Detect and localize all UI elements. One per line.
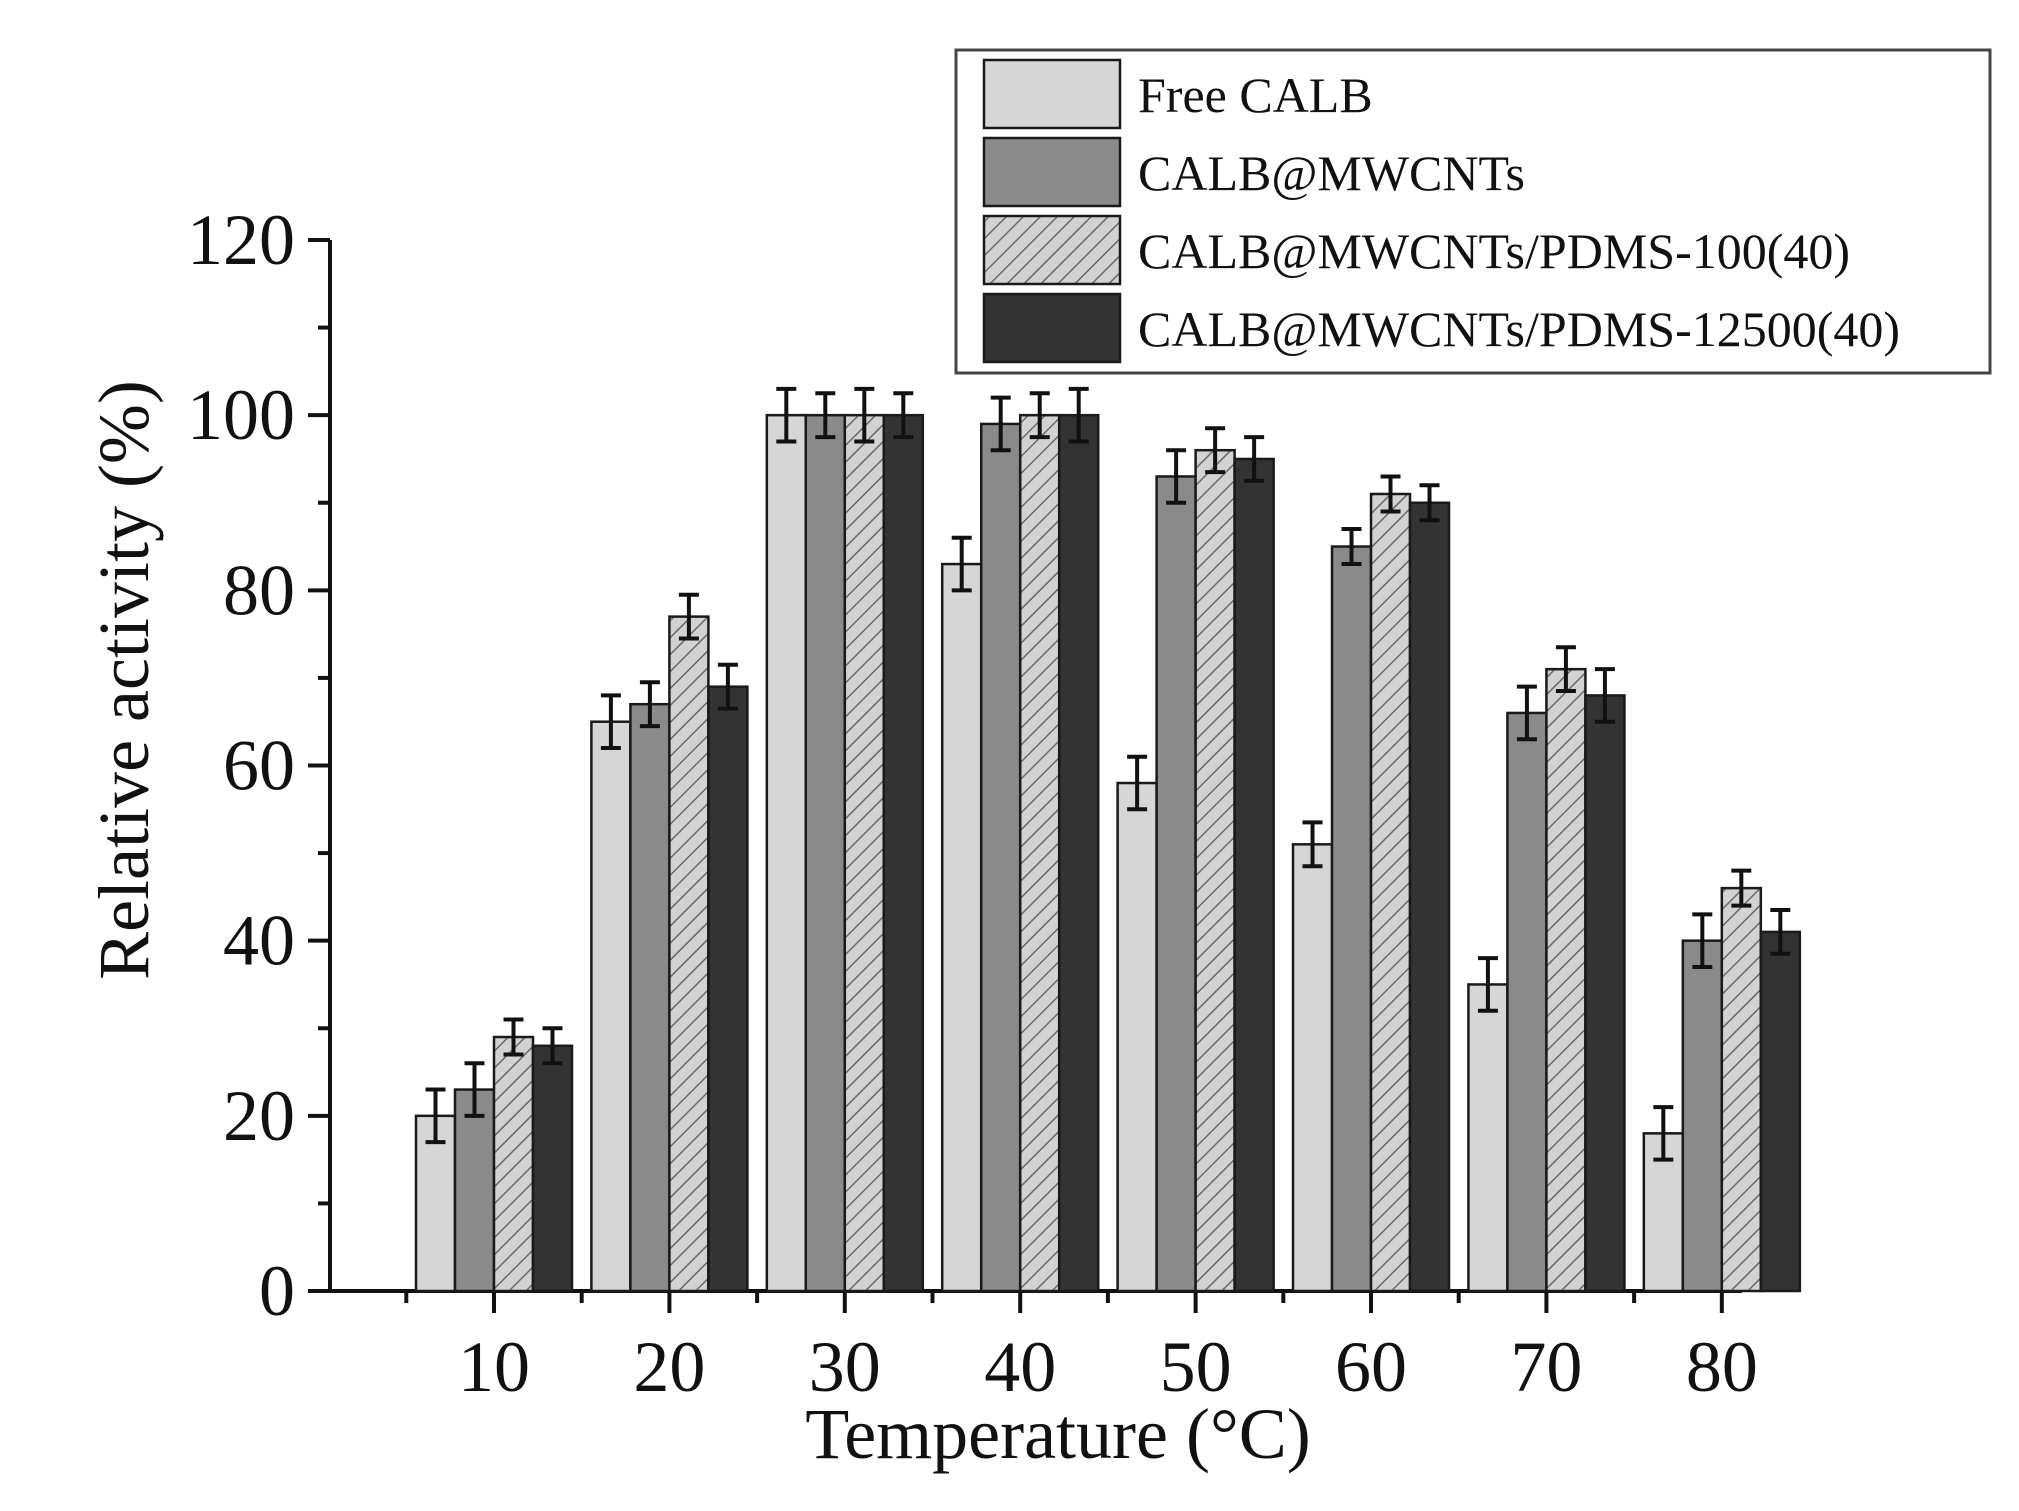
legend-label: CALB@MWCNTs (1138, 145, 1525, 201)
legend-label: CALB@MWCNTs/PDMS-12500(40) (1138, 301, 1900, 357)
y-tick-label: 20 (223, 1076, 295, 1156)
y-tick-label: 80 (223, 550, 295, 630)
bar (590, 720, 632, 1293)
error-bars (425, 386, 1791, 1162)
x-tick-label: 30 (809, 1327, 881, 1407)
y-axis-title: Relative activity (%) (84, 380, 164, 980)
bar (1506, 711, 1548, 1293)
bar (940, 562, 983, 1293)
x-tick-label: 10 (458, 1327, 530, 1407)
bar (707, 685, 749, 1293)
x-axis-title: Temperature (°C) (805, 1394, 1311, 1474)
y-tick-label: 0 (259, 1251, 295, 1331)
legend-label: CALB@MWCNTs/PDMS-100(40) (1138, 223, 1850, 279)
legend-box (954, 48, 1992, 375)
bar (882, 413, 925, 1293)
legend-swatch (982, 292, 1122, 364)
x-tick-label: 20 (633, 1327, 705, 1407)
bar (1545, 667, 1587, 1293)
y-tick-label: 100 (187, 375, 295, 455)
bar (765, 413, 808, 1293)
x-tick-label: 40 (984, 1327, 1056, 1407)
y-tick-label: 120 (187, 200, 295, 280)
x-tick-label: 70 (1510, 1327, 1582, 1407)
bar (1116, 781, 1158, 1293)
x-tick-label: 80 (1686, 1327, 1758, 1407)
bar (1720, 886, 1763, 1293)
legend-swatch (982, 214, 1122, 286)
bar (492, 1035, 535, 1293)
bar (1057, 413, 1100, 1293)
bar (1291, 843, 1334, 1293)
legend: Free CALB CALB@MWCNTs CALB@MWCNTs/PDMS-100… (954, 48, 1992, 375)
bar (629, 702, 671, 1293)
bar (843, 413, 886, 1293)
legend-swatch (982, 58, 1122, 130)
y-tick-label: 40 (223, 901, 295, 981)
bar (1155, 475, 1197, 1293)
bar (1467, 983, 1509, 1293)
bar (668, 615, 710, 1293)
bar (1369, 492, 1412, 1293)
bar (804, 413, 847, 1293)
x-tick-label: 50 (1160, 1327, 1232, 1407)
bar (979, 422, 1022, 1293)
legend-label: Free CALB (1138, 67, 1373, 123)
bar (453, 1088, 496, 1293)
bar (1330, 545, 1373, 1293)
y-tick-label: 60 (223, 726, 295, 806)
bar (1408, 501, 1451, 1293)
bar (1681, 939, 1724, 1293)
tick-labels: 0 20 40 60 80 100 120 10 20 30 40 50 60 70 80 (187, 200, 1758, 1407)
x-tick-label: 60 (1335, 1327, 1407, 1407)
bar (1018, 413, 1061, 1293)
legend-swatch (982, 136, 1122, 208)
bar (1584, 694, 1626, 1293)
bar (531, 1044, 574, 1293)
bar (1233, 457, 1275, 1293)
bar (1759, 930, 1802, 1293)
bar (1194, 448, 1236, 1293)
bars (414, 413, 1802, 1293)
